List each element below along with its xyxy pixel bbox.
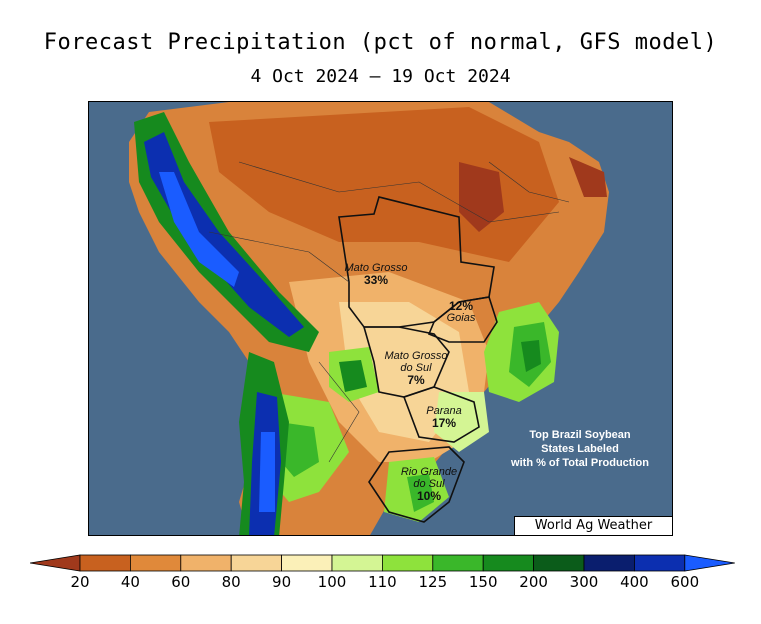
map-graphic: [129, 102, 609, 535]
colorbar-tick-label: 60: [171, 573, 191, 591]
colorbar-cell: [533, 554, 585, 572]
colorbar-tick-label: 90: [272, 573, 292, 591]
annotation-line: Top Brazil Soybean: [529, 429, 631, 441]
state-label-goias: 12% Goias: [416, 300, 506, 324]
state-name: Rio Grande do Sul: [400, 466, 458, 490]
state-pct: 12%: [448, 299, 474, 313]
state-label-parana: Parana 17%: [399, 405, 489, 429]
colorbar-tick-label: 200: [519, 573, 548, 591]
colorbar-cell: [230, 554, 282, 572]
colorbar-tick-label: 600: [670, 573, 700, 591]
colorbar-cell: [482, 554, 535, 572]
state-name: Mato Grosso: [344, 262, 408, 274]
annotation-line: States Labeled: [541, 443, 619, 455]
colorbar-tick-label: 80: [221, 573, 241, 591]
state-label-mato-grosso: Mato Grosso 33%: [331, 262, 421, 286]
colorbar-tick-label: 20: [70, 573, 90, 591]
colorbar-cell: [180, 554, 232, 572]
colorbar-tick-label: 150: [468, 573, 498, 591]
map-annotation: Top Brazil Soybean States Labeled with %…: [490, 428, 670, 470]
state-pct: 7%: [407, 373, 425, 387]
colorbar: [30, 554, 735, 572]
colorbar-tick-label: 400: [620, 573, 649, 591]
annotation-line: with % of Total Production: [511, 457, 649, 469]
colorbar-tick-label: 110: [368, 573, 397, 591]
colorbar-under-triangle: [30, 554, 81, 572]
rio-grande-do-sul-outline: [368, 446, 465, 523]
colorbar-cell: [583, 554, 635, 572]
colorbar-cell: [331, 554, 383, 572]
state-label-rio-grande-do-sul: Rio Grande do Sul 10%: [394, 466, 464, 502]
colorbar-tick-label: 40: [120, 573, 140, 591]
state-pct: 33%: [363, 273, 389, 287]
map-title: Forecast Precipitation (pct of normal, G…: [43, 30, 718, 55]
state-label-mato-grosso-do-sul: Mato Grosso do Sul 7%: [381, 350, 451, 386]
state-name: Parana: [426, 405, 462, 417]
state-pct: 17%: [431, 416, 457, 430]
colorbar-cell: [79, 554, 131, 572]
goias-outline: [427, 296, 498, 343]
map-date-range: 4 Oct 2024 — 19 Oct 2024: [250, 66, 511, 87]
precipitation-map: Mato Grosso 33% 12% Goias Mato Grosso do…: [88, 101, 673, 536]
state-pct: 10%: [416, 489, 442, 503]
colorbar-cell: [130, 554, 182, 572]
colorbar-cell: [381, 554, 434, 572]
parana-outline: [402, 386, 480, 443]
state-name: Mato Grosso do Sul: [384, 350, 448, 374]
colorbar-tick-label: 300: [569, 573, 599, 591]
colorbar-tick-label: 125: [418, 573, 448, 591]
colorbar-cell: [634, 554, 686, 572]
state-name: Goias: [446, 312, 476, 324]
colorbar-cell: [432, 554, 484, 572]
credit-label: World Ag Weather: [514, 516, 672, 535]
colorbar-tick-label: 100: [317, 573, 347, 591]
colorbar-over-triangle: [684, 554, 735, 572]
colorbar-cell: [281, 554, 333, 572]
